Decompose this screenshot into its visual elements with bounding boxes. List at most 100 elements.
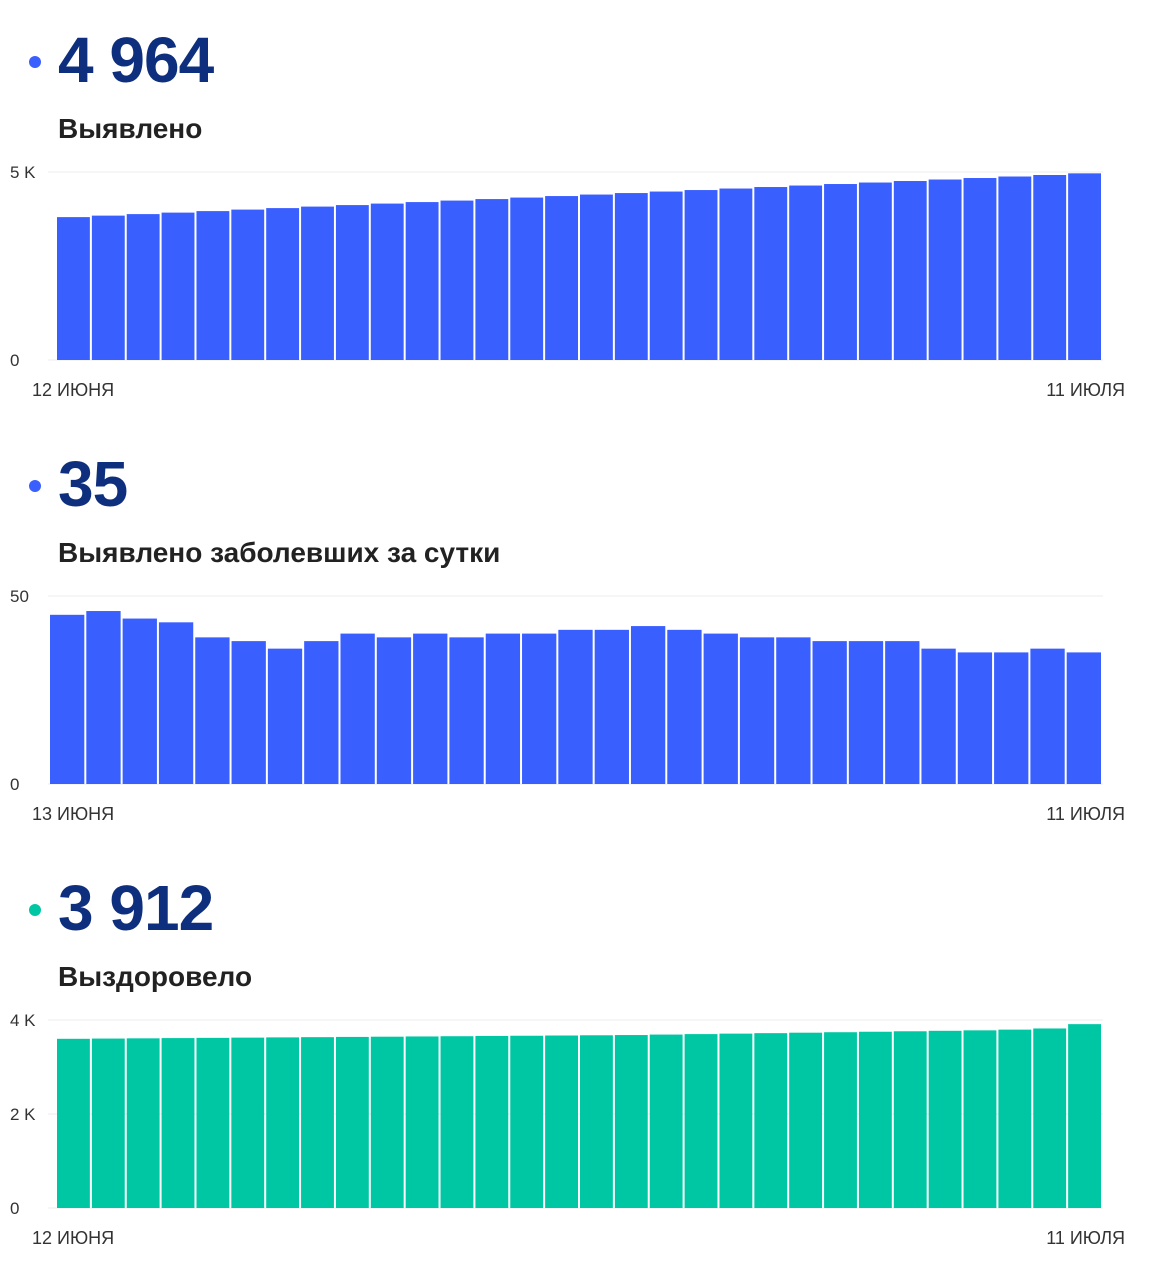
y-tick-label: 5 K bbox=[10, 163, 36, 182]
bar bbox=[510, 1035, 544, 1208]
bar bbox=[1033, 1028, 1067, 1208]
chart-title: Выявлено заболевших за сутки bbox=[58, 537, 501, 568]
bar bbox=[1068, 173, 1101, 360]
bar bbox=[893, 1031, 927, 1208]
bar bbox=[231, 209, 265, 360]
total-value: 35 bbox=[58, 448, 128, 520]
x-start-label: 13 ИЮНЯ bbox=[32, 804, 114, 824]
bar bbox=[776, 637, 811, 784]
bar bbox=[921, 648, 956, 784]
x-end-label: 11 ИЮЛЯ bbox=[1046, 380, 1125, 400]
bar bbox=[754, 1033, 788, 1208]
bar bbox=[1066, 652, 1101, 784]
chart-card-recovered: 3 912 Выздоровело 0 2 K 4 K 12 ИЮНЯ 11 ИЮЛЯ bbox=[0, 848, 1162, 1272]
y-tick-label: 2 K bbox=[10, 1105, 36, 1124]
bar bbox=[719, 188, 753, 360]
bar bbox=[684, 1034, 718, 1208]
bar bbox=[485, 633, 521, 784]
bar bbox=[963, 178, 997, 360]
y-tick-label: 0 bbox=[10, 1199, 19, 1218]
bar bbox=[231, 1037, 265, 1209]
bar bbox=[885, 641, 920, 784]
series-dot-icon bbox=[29, 56, 41, 68]
bar bbox=[1030, 648, 1065, 784]
bar-chart-recovered: 0 2 K 4 K 12 ИЮНЯ 11 ИЮЛЯ bbox=[10, 1011, 1125, 1248]
bar bbox=[963, 1030, 997, 1208]
bar bbox=[266, 208, 300, 360]
y-tick-label: 50 bbox=[10, 587, 29, 606]
bar bbox=[998, 176, 1032, 360]
bar bbox=[196, 211, 230, 360]
bar bbox=[86, 611, 121, 784]
bar bbox=[1068, 1024, 1101, 1208]
bar bbox=[812, 641, 847, 784]
bar bbox=[545, 196, 578, 360]
bar bbox=[580, 1035, 613, 1208]
bar bbox=[158, 622, 194, 784]
bar bbox=[370, 1036, 404, 1208]
bar bbox=[928, 1030, 962, 1208]
bar bbox=[824, 184, 857, 360]
chart-title: Выявлено bbox=[58, 113, 203, 144]
series-dot-icon bbox=[29, 480, 41, 492]
bar bbox=[824, 1032, 857, 1208]
x-start-label: 12 ИЮНЯ bbox=[32, 380, 114, 400]
bar bbox=[301, 1037, 334, 1208]
bar bbox=[161, 1038, 195, 1208]
bar bbox=[649, 191, 683, 360]
bar bbox=[57, 217, 90, 360]
chart-card-confirmed: 4 964 Выявлено 0 5 K 12 ИЮНЯ 11 ИЮЛЯ bbox=[0, 0, 1162, 424]
total-value: 4 964 bbox=[58, 24, 214, 96]
bar bbox=[754, 187, 788, 360]
bar bbox=[858, 1031, 892, 1208]
bar-chart-daily: 0 50 13 ИЮНЯ 11 ИЮЛЯ bbox=[10, 587, 1125, 824]
bar bbox=[335, 205, 369, 360]
bar bbox=[893, 181, 927, 360]
bar bbox=[440, 1036, 474, 1208]
bar bbox=[739, 637, 775, 784]
x-end-label: 11 ИЮЛЯ bbox=[1046, 804, 1125, 824]
bar bbox=[994, 652, 1029, 784]
bar bbox=[614, 193, 648, 360]
bar bbox=[510, 197, 544, 360]
x-start-label: 12 ИЮНЯ bbox=[32, 1228, 114, 1248]
y-tick-label: 4 K bbox=[10, 1011, 36, 1030]
bar bbox=[998, 1029, 1032, 1208]
bar bbox=[405, 202, 439, 360]
bar bbox=[231, 641, 266, 784]
chart-card-daily: 35 Выявлено заболевших за сутки 0 50 13 ИЮ… bbox=[0, 424, 1162, 848]
bar bbox=[475, 199, 509, 360]
bar bbox=[122, 618, 157, 784]
bar bbox=[340, 633, 375, 784]
bar bbox=[196, 1037, 230, 1208]
bar bbox=[848, 641, 884, 784]
bar bbox=[957, 652, 993, 784]
bar bbox=[50, 614, 85, 784]
bar-chart-confirmed: 0 5 K 12 ИЮНЯ 11 ИЮЛЯ bbox=[10, 163, 1125, 400]
bar bbox=[57, 1038, 90, 1208]
bar bbox=[719, 1033, 753, 1208]
chart-title: Выздоровело bbox=[58, 961, 253, 992]
bar bbox=[126, 214, 160, 360]
bar bbox=[522, 633, 557, 784]
bar bbox=[195, 637, 230, 784]
bar bbox=[449, 637, 484, 784]
bar bbox=[370, 203, 404, 360]
bar bbox=[405, 1036, 439, 1208]
bar bbox=[667, 629, 702, 784]
total-value: 3 912 bbox=[58, 872, 214, 944]
bar bbox=[475, 1035, 509, 1208]
bar bbox=[413, 633, 448, 784]
bar bbox=[91, 215, 125, 360]
bar bbox=[614, 1035, 648, 1208]
bar bbox=[301, 206, 334, 360]
bar bbox=[594, 629, 629, 784]
bar bbox=[440, 200, 474, 360]
bar bbox=[703, 633, 738, 784]
bar bbox=[630, 626, 666, 784]
bar bbox=[789, 1032, 823, 1208]
bar bbox=[1033, 175, 1067, 360]
bar bbox=[649, 1034, 683, 1208]
series-dot-icon bbox=[29, 904, 41, 916]
bar bbox=[266, 1037, 300, 1208]
